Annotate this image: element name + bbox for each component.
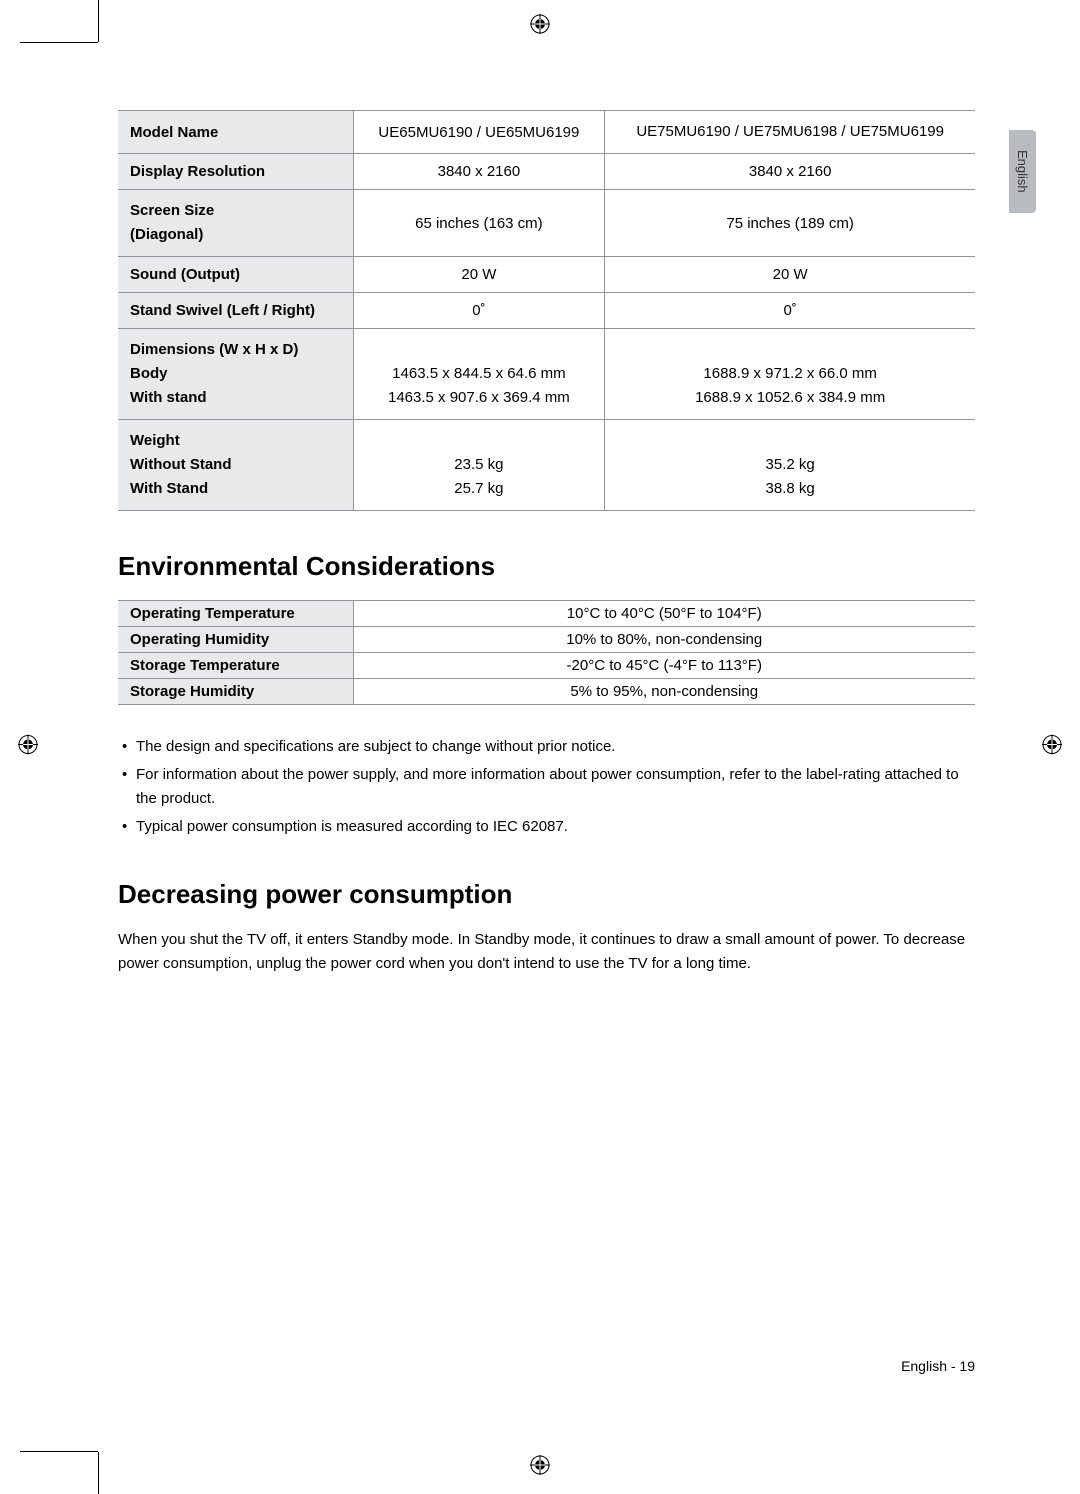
crop-mark <box>98 0 99 42</box>
spec-value-line: 1688.9 x 971.2 x 66.0 mm <box>617 362 963 386</box>
spec-value-line: 1688.9 x 1052.6 x 384.9 mm <box>617 386 963 410</box>
table-row: Screen Size (Diagonal) 65 inches (163 cm… <box>118 190 975 257</box>
spec-value: 75 inches (189 cm) <box>605 190 975 257</box>
spec-label-line: Dimensions (W x H x D) <box>130 338 341 362</box>
registration-mark-icon <box>1042 735 1062 760</box>
spec-label-line: Without Stand <box>130 453 341 477</box>
spec-label: Display Resolution <box>118 154 353 190</box>
note-item: Typical power consumption is measured ac… <box>118 815 975 839</box>
spec-value-line: 1463.5 x 907.6 x 369.4 mm <box>366 386 593 410</box>
env-label: Storage Humidity <box>118 679 353 705</box>
power-heading: Decreasing power consumption <box>118 879 975 910</box>
crop-mark <box>98 1452 99 1494</box>
spec-label: Weight Without Stand With Stand <box>118 420 353 511</box>
spec-label-line: With Stand <box>130 477 341 501</box>
env-label: Operating Temperature <box>118 601 353 627</box>
environmental-table: Operating Temperature 10°C to 40°C (50°F… <box>118 600 975 705</box>
spec-value: 0˚ <box>605 293 975 329</box>
spec-value-line: 25.7 kg <box>366 477 593 501</box>
spec-value: 0˚ <box>353 293 605 329</box>
table-row: Model Name UE65MU6190 / UE65MU6199 UE75M… <box>118 111 975 154</box>
table-row: Operating Temperature 10°C to 40°C (50°F… <box>118 601 975 627</box>
spec-label: Model Name <box>118 111 353 154</box>
spec-value: 35.2 kg 38.8 kg <box>605 420 975 511</box>
spec-label-line: Weight <box>130 429 341 453</box>
env-value: -20°C to 45°C (-4°F to 113°F) <box>353 653 975 679</box>
registration-mark-icon <box>530 14 550 39</box>
env-value: 10°C to 40°C (50°F to 104°F) <box>353 601 975 627</box>
power-text: When you shut the TV off, it enters Stan… <box>118 928 975 976</box>
spec-label-line: Body <box>130 362 341 386</box>
spec-value-line: 23.5 kg <box>366 453 593 477</box>
spec-value-line: 35.2 kg <box>617 453 963 477</box>
env-value: 10% to 80%, non-condensing <box>353 627 975 653</box>
notes-list: The design and specifications are subjec… <box>118 735 975 839</box>
env-label: Operating Humidity <box>118 627 353 653</box>
env-heading: Environmental Considerations <box>118 551 975 582</box>
table-row: Operating Humidity 10% to 80%, non-conde… <box>118 627 975 653</box>
table-row: Storage Humidity 5% to 95%, non-condensi… <box>118 679 975 705</box>
note-item: The design and specifications are subjec… <box>118 735 975 759</box>
spec-value: 1688.9 x 971.2 x 66.0 mm 1688.9 x 1052.6… <box>605 329 975 420</box>
crop-mark <box>20 1451 98 1452</box>
page-content: Model Name UE65MU6190 / UE65MU6199 UE75M… <box>0 0 1080 1036</box>
registration-mark-icon <box>530 1455 550 1480</box>
spec-value: 3840 x 2160 <box>605 154 975 190</box>
specifications-table: Model Name UE65MU6190 / UE65MU6199 UE75M… <box>118 110 975 511</box>
spec-value-line <box>366 429 593 453</box>
spec-label-line: Screen Size <box>130 199 341 223</box>
spec-value: 1463.5 x 844.5 x 64.6 mm 1463.5 x 907.6 … <box>353 329 605 420</box>
spec-label: Sound (Output) <box>118 257 353 293</box>
page-footer: English - 19 <box>901 1358 975 1374</box>
spec-value-line: 38.8 kg <box>617 477 963 501</box>
env-label: Storage Temperature <box>118 653 353 679</box>
registration-mark-icon <box>18 735 38 760</box>
env-value: 5% to 95%, non-condensing <box>353 679 975 705</box>
spec-value: UE75MU6190 / UE75MU6198 / UE75MU6199 <box>605 111 975 154</box>
spec-label-line: (Diagonal) <box>130 223 341 247</box>
spec-value-line <box>366 338 593 362</box>
spec-value-line: 1463.5 x 844.5 x 64.6 mm <box>366 362 593 386</box>
table-row: Dimensions (W x H x D) Body With stand 1… <box>118 329 975 420</box>
spec-value-line <box>617 429 963 453</box>
spec-value: 20 W <box>605 257 975 293</box>
table-row: Display Resolution 3840 x 2160 3840 x 21… <box>118 154 975 190</box>
table-row: Sound (Output) 20 W 20 W <box>118 257 975 293</box>
spec-label: Stand Swivel (Left / Right) <box>118 293 353 329</box>
note-item: For information about the power supply, … <box>118 763 975 811</box>
spec-value: 23.5 kg 25.7 kg <box>353 420 605 511</box>
spec-value: 20 W <box>353 257 605 293</box>
spec-value: 3840 x 2160 <box>353 154 605 190</box>
spec-value: 65 inches (163 cm) <box>353 190 605 257</box>
spec-value-line <box>617 338 963 362</box>
spec-label: Dimensions (W x H x D) Body With stand <box>118 329 353 420</box>
spec-label: Screen Size (Diagonal) <box>118 190 353 257</box>
table-row: Storage Temperature -20°C to 45°C (-4°F … <box>118 653 975 679</box>
table-row: Weight Without Stand With Stand 23.5 kg … <box>118 420 975 511</box>
language-tab: English <box>1009 130 1036 213</box>
crop-mark <box>20 42 98 43</box>
table-row: Stand Swivel (Left / Right) 0˚ 0˚ <box>118 293 975 329</box>
spec-label-line: With stand <box>130 386 341 410</box>
spec-value: UE65MU6190 / UE65MU6199 <box>353 111 605 154</box>
